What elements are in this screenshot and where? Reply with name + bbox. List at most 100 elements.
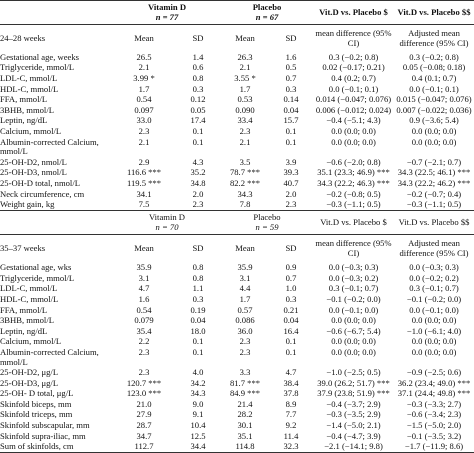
group-n: n = 59 [255,221,279,232]
label-text: LDL-C, mmol/L [0,73,58,84]
data-cell: 0.02 (−0.17; 0.21) [313,63,394,74]
data-cell: 35.4 [113,326,175,337]
data-cell: 4.4 [221,284,269,295]
value-text: 0.0 (0.0; 0.0) [411,315,457,326]
data-row: 25-OH-D3, nmol/L 116.6 *** 35.2 78.7 *** 39.… [0,168,474,179]
value-text: −1.0 (−2.5; 0.5) [326,367,381,378]
value-text: 0.3 [285,293,297,304]
label-text: Gestational age, weeks [0,51,79,62]
data-cell: 3.9 [269,157,313,168]
data-cell: −0.3 (−1.1; 0.5) [313,199,394,211]
value-text: 0.0 (0.0; 0.0) [331,336,376,347]
data-cell: 0.8 [175,73,221,85]
data-cell: 1.7 [221,84,269,95]
row-label: Leptin, ng/dL [0,116,113,127]
value-text: −0.3 (−1.1; 0.5) [406,199,462,210]
value-text: 0.0 (−0.3; 0.3) [409,262,459,273]
data-cell: 119.5 *** [113,178,175,190]
data-row: Gestational age, weeks 26.5 1.4 26.3 1.6 0.3 … [0,52,474,63]
subheader-cell: Mean [221,234,269,263]
value-text: 0.0 (0.0; 0.0) [411,136,457,147]
row-label: 25-OH-D3, μg/L [0,378,113,389]
data-cell: 0.014 (−0.047; 0.076) [313,94,394,106]
data-cell: 0.0 (0.0; 0.0) [394,315,474,327]
data-cell: 37.9 (23.8; 51.9) *** [313,388,394,400]
data-cell: 21.4 [221,399,269,410]
data-cell: 0.3 [269,84,313,95]
value-text: 3.55 * [234,73,256,84]
data-cell: 84.9 *** [221,388,269,400]
data-cell: 1.6 [113,294,175,305]
subheader-text: SD [192,32,204,43]
data-row: Neck circumference, cm 34.1 2.0 34.3 2.0 −0.2… [0,189,474,200]
data-cell: 26.3 [221,52,269,63]
data-cell: 36.0 [221,326,269,337]
value-text: 0.8 [192,272,204,283]
value-text: 34.3 (22.2; 46.3) *** [317,178,390,188]
data-cell: 7.8 [221,199,269,211]
value-text: 26.5 [136,51,152,62]
value-text: 119.5 *** [126,178,162,188]
value-text: 2.1 [239,136,251,147]
value-text: 34.7 [136,430,152,441]
label-text: Skinfold supra-iliac, mm [0,430,86,441]
row-label: 25-OH- D total, μg/L [0,388,113,400]
data-cell: 0.05 [175,105,221,116]
data-cell: 2.1 [113,63,175,74]
data-cell: 4.3 [175,157,221,168]
value-text: 2.3 [192,199,204,210]
data-cell: 35.9 [221,262,269,274]
data-cell: 4.0 [175,367,221,379]
data-cell: 39.3 [269,168,313,179]
data-row: Skinfold subscapular, mm 28.7 10.4 30.1 9.2 −… [0,420,474,432]
data-row: LDL-C, mmol/L 3.99 * 0.8 3.55 * 0.7 0.4 (0.2;… [0,73,474,85]
value-text: 21.0 [136,398,152,409]
value-text: 0.9 [285,262,297,273]
value-text: 2.3 [138,346,150,357]
data-cell: 3.1 [113,273,175,284]
data-cell: 2.1 [221,63,269,74]
subheader-cell: Mean [113,24,175,53]
value-text: 3.3 [239,367,251,378]
subheader-text: 24–28 weeks [0,32,46,43]
data-cell: 0.8 [175,262,221,274]
value-text: 2.1 [138,62,150,73]
data-cell: 1.7 [221,294,269,305]
row-label: FFA, mmol/L [0,305,113,316]
value-text: 78.7 *** [229,167,261,178]
data-cell: 2.3 [221,126,269,138]
value-text: 112.7 [134,441,154,452]
value-text: 39.3 [283,167,299,178]
value-text: 33.0 [136,115,152,126]
value-text: 0.4 (0.2; 0.7) [331,73,376,84]
row-label: 25-OH-D2, μg/L [0,367,113,379]
data-cell: 9.0 [175,399,221,410]
value-text: 32.3 [283,441,299,452]
label-text: Leptin, ng/dL [0,115,48,126]
data-cell: 0.1 [175,137,221,157]
data-row: Skinfold triceps, mm 27.9 9.1 28.2 7.7 −0.3 (… [0,410,474,421]
data-cell: 21.0 [113,399,175,410]
subheader-text: 35–37 weeks [0,243,46,254]
data-cell: 0.6 [175,63,221,74]
value-text: 7.5 [138,199,150,210]
value-text: 16.4 [283,325,299,336]
value-text: 36.2 (23.4; 49.0) *** [397,377,471,388]
data-cell: 1.1 [175,284,221,295]
value-text: 0.05 (−0.08; 0.18) [402,62,466,73]
data-cell: 0.0 (−0.1; 0.1) [313,84,394,95]
value-text: 34.4 [190,441,206,452]
data-row: Skinfold biceps, mm 21.0 9.0 21.4 8.9 −0.4 (−… [0,399,474,410]
data-cell: 9.2 [269,420,313,432]
label-text: FFA, mmol/L [0,94,48,105]
value-text: 35.9 [237,262,253,273]
value-text: 0.1 [285,336,297,347]
value-text: 84.9 *** [229,388,261,399]
data-cell: 112.7 [113,441,175,453]
value-text: 7.8 [239,199,251,210]
data-cell: 0.015 (−0.047; 0.076) [394,94,474,106]
row-label: 25-OH-D total, nmol/L [0,178,113,190]
